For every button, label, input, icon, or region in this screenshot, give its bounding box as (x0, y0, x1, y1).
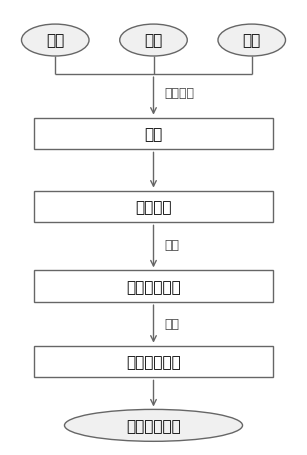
Text: 高温真空烧结: 高温真空烧结 (126, 354, 181, 369)
Ellipse shape (64, 410, 243, 441)
Text: 钛基多孔材料: 钛基多孔材料 (126, 418, 181, 433)
Text: 低温真空烧结: 低温真空烧结 (126, 279, 181, 294)
Bar (34, 191, 273, 223)
Ellipse shape (218, 25, 286, 57)
Text: 混合: 混合 (144, 127, 163, 142)
Text: 真空: 真空 (164, 318, 179, 330)
Text: 真空: 真空 (164, 238, 179, 251)
Bar (34, 271, 273, 303)
Text: 尿素: 尿素 (243, 34, 261, 48)
Text: 压制成型: 压制成型 (135, 200, 172, 214)
Text: 钛粉: 钛粉 (144, 34, 163, 48)
Bar (34, 118, 273, 150)
Bar (34, 346, 273, 378)
Text: 无水乙醇: 无水乙醇 (164, 87, 194, 100)
Text: 碳粉: 碳粉 (46, 34, 64, 48)
Ellipse shape (21, 25, 89, 57)
Ellipse shape (120, 25, 187, 57)
